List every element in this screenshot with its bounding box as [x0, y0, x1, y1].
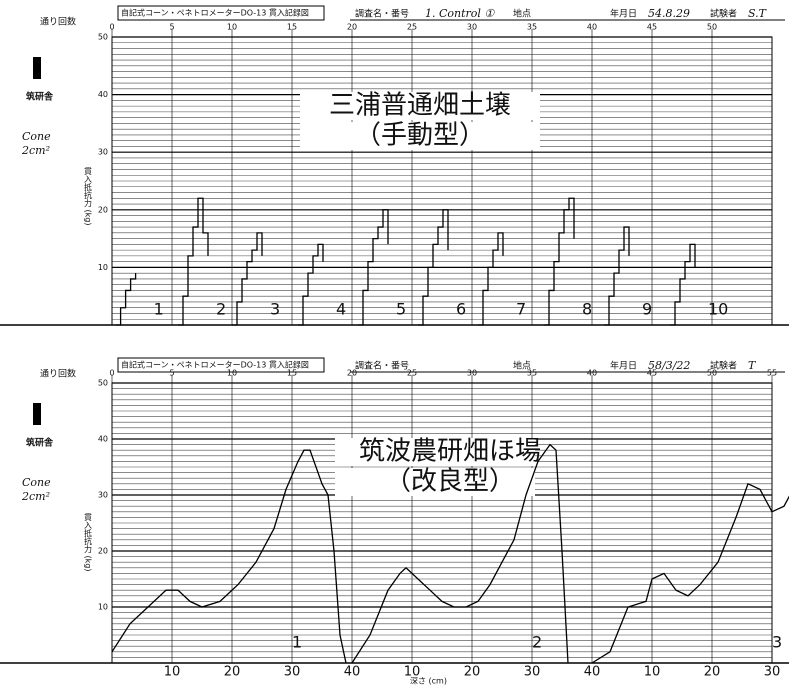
note: 2cm² — [21, 144, 50, 157]
date-label: 年月日 — [610, 360, 637, 372]
y-tick-label: 30 — [98, 148, 108, 157]
run-label: 3 — [270, 300, 280, 319]
tester-value: S.T — [748, 7, 768, 20]
x-tick-label: 5 — [169, 369, 174, 378]
x-tick-label: 55 — [767, 369, 777, 378]
y-axis-label: 貫入抵抗力 (kg) — [84, 167, 93, 226]
chart-sheet: 通り回数自記式コーン・ペネトロメーターDO-13 貫入記録図調査名・番号1. C… — [0, 0, 789, 687]
run-label: 9 — [642, 300, 652, 319]
overlay-title: （手動型） — [355, 121, 485, 151]
y-tick-label: 40 — [98, 435, 108, 444]
date-label: 年月日 — [610, 8, 637, 20]
logo-mark — [33, 57, 41, 79]
depth-tick-label: 30 — [764, 665, 781, 680]
x-tick-label: 35 — [527, 369, 537, 378]
depth-label: 深さ (cm) — [410, 677, 447, 686]
depth-tick-label: 10 — [644, 665, 661, 680]
depth-tick-label: 30 — [524, 665, 541, 680]
x-tick-label: 25 — [407, 23, 417, 32]
y-tick-label: 40 — [98, 90, 108, 99]
x-tick-label: 30 — [467, 23, 477, 32]
x-tick-label: 0 — [109, 23, 114, 32]
run-label: 3 — [772, 633, 782, 652]
x-tick-label: 10 — [227, 369, 237, 378]
depth-tick-label: 20 — [224, 665, 241, 680]
run-label: 2 — [216, 300, 226, 319]
penetration-trace — [116, 273, 136, 325]
y-tick-label: 50 — [98, 379, 108, 388]
run-label: 6 — [456, 300, 466, 319]
survey-label: 調査名・番号 — [355, 8, 409, 20]
depth-tick-label: 40 — [584, 665, 601, 680]
survey-value: 1. Control ① — [425, 7, 495, 20]
header-title: 自記式コーン・ペネトロメーターDO-13 貫入記録図 — [121, 360, 309, 370]
run-label: 5 — [396, 300, 406, 319]
y-tick-label: 20 — [98, 547, 108, 556]
depth-tick-label: 10 — [164, 665, 181, 680]
x-tick-label: 30 — [467, 369, 477, 378]
penetration-trace — [604, 227, 629, 325]
run-label: 1 — [292, 633, 302, 652]
run-label: 10 — [708, 300, 728, 319]
date-value: 54.8.29 — [648, 7, 690, 20]
header-title: 自記式コーン・ペネトロメーターDO-13 貫入記録図 — [121, 8, 309, 18]
run-label: 2 — [532, 633, 542, 652]
logo-mark — [33, 403, 41, 425]
x-tick-label: 20 — [347, 369, 357, 378]
tester-value: T — [748, 359, 757, 372]
note: 2cm² — [21, 490, 50, 503]
y-tick-label: 50 — [98, 33, 108, 42]
y-tick-label: 30 — [98, 491, 108, 500]
x-tick-label: 10 — [227, 23, 237, 32]
depth-tick-label: 20 — [704, 665, 721, 680]
y-axis-label: 貫入抵抗力 (kg) — [84, 513, 93, 572]
x-tick-label: 45 — [647, 23, 657, 32]
overlay-title: 筑波農研畑ほ場 — [359, 437, 541, 467]
logo: 筑研舎 — [26, 437, 54, 449]
depth-tick-label: 30 — [284, 665, 301, 680]
run-label: 7 — [516, 300, 526, 319]
note: Cone — [22, 476, 51, 489]
x-tick-label: 5 — [169, 23, 174, 32]
overlay-title: （改良型） — [385, 467, 515, 497]
y-tick-label: 10 — [98, 603, 108, 612]
depth-tick-label: 40 — [344, 665, 361, 680]
site-label: 地点 — [513, 8, 531, 20]
left-label: 通り回数 — [40, 16, 76, 28]
x-tick-label: 25 — [407, 369, 417, 378]
y-tick-label: 20 — [98, 205, 108, 214]
depth-tick-label: 20 — [464, 665, 481, 680]
x-tick-label: 35 — [527, 23, 537, 32]
run-label: 8 — [582, 300, 592, 319]
x-tick-label: 45 — [647, 369, 657, 378]
x-tick-label: 50 — [707, 23, 717, 32]
run-label: 1 — [154, 300, 164, 319]
run-label: 4 — [336, 300, 346, 319]
logo: 筑研舎 — [26, 91, 54, 103]
x-tick-label: 15 — [287, 23, 297, 32]
overlay-title: 三浦普通畑土壌 — [329, 91, 511, 121]
x-tick-label: 40 — [587, 23, 597, 32]
x-tick-label: 0 — [109, 369, 114, 378]
survey-label: 調査名・番号 — [355, 360, 409, 372]
x-tick-label: 40 — [587, 369, 597, 378]
left-label: 通り回数 — [40, 368, 76, 380]
y-tick-label: 10 — [98, 263, 108, 272]
x-tick-label: 50 — [707, 369, 717, 378]
note: Cone — [22, 130, 51, 143]
x-tick-label: 15 — [287, 369, 297, 378]
tester-label: 試験者 — [710, 8, 737, 20]
x-tick-label: 20 — [347, 23, 357, 32]
